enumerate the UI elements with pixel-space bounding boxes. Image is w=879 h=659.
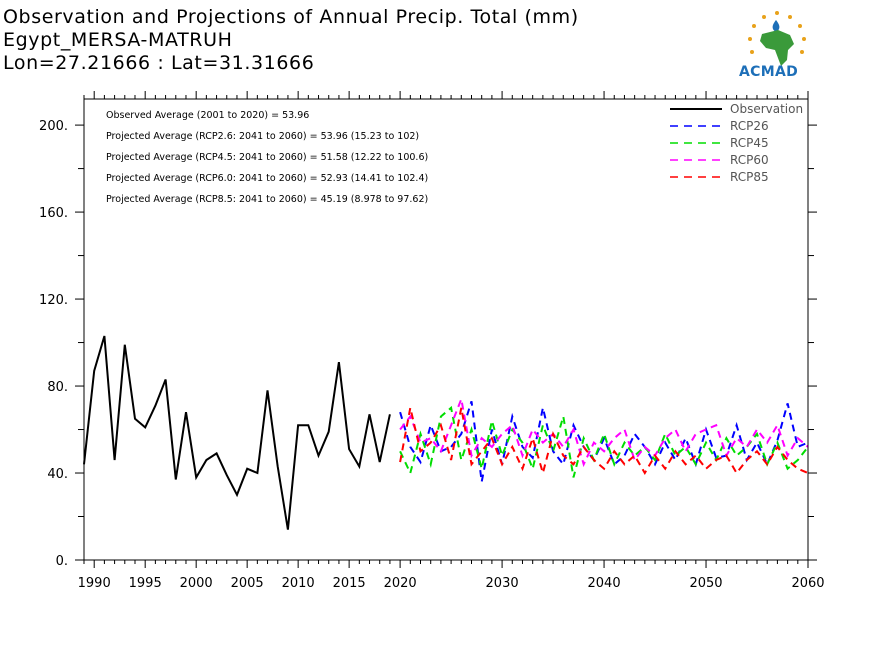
axes-layer: 0. 40. 80. 120. 160. 200. 1990 1995 2000 2005 2010… — [39, 91, 825, 591]
legend-label-rcp45: RCP45 — [730, 136, 769, 150]
y-tick-label: 40. — [47, 467, 68, 482]
legend-label-rcp85: RCP85 — [730, 170, 769, 184]
series-line-rcp45 — [399, 405, 809, 478]
x-tick-label: 2060 — [791, 576, 824, 591]
x-tick-label: 2040 — [588, 576, 621, 591]
legend-label-rcp26: RCP26 — [730, 119, 769, 133]
x-tick-label: 1990 — [78, 576, 111, 591]
series-line-rcp85 — [399, 407, 809, 477]
chart-title: Observation and Projections of Annual Pr… — [3, 6, 579, 28]
station-coordinates: Lon=27.21666 : Lat=31.31666 — [3, 52, 315, 74]
x-tick-label: 2020 — [384, 576, 417, 591]
station-name: Egypt_MERSA-MATRUH — [3, 29, 233, 51]
y-tick-label: 80. — [47, 380, 68, 395]
y-tick-label: 120. — [39, 293, 68, 308]
series-layer — [83, 335, 809, 530]
series-line-rcp26 — [399, 401, 809, 482]
legend-label-observation: Observation — [730, 102, 803, 116]
acmad-logo-text: ACMAD — [739, 64, 798, 80]
annotation-line: Projected Average (RCP6.0: 2041 to 2060)… — [106, 173, 428, 184]
x-tick-label: 2050 — [689, 576, 722, 591]
legend: Observation RCP26 RCP45 RCP60 RCP85 — [670, 102, 803, 184]
annotation-line: Projected Average (RCP2.6: 2041 to 2060)… — [106, 131, 419, 142]
annotation-line: Projected Average (RCP4.5: 2041 to 2060)… — [106, 152, 428, 163]
y-tick-label: 0. — [56, 554, 68, 569]
annotation-line: Projected Average (RCP8.5: 2041 to 2060)… — [106, 194, 428, 205]
y-tick-label: 160. — [39, 206, 68, 221]
series-line-rcp60 — [399, 395, 809, 468]
x-tick-label: 2015 — [333, 576, 366, 591]
annotation-line: Observed Average (2001 to 2020) = 53.96 — [106, 110, 309, 121]
series-line-observation — [83, 335, 391, 530]
legend-label-rcp60: RCP60 — [730, 153, 769, 167]
africa-map-logo-icon — [748, 11, 806, 66]
title-block: Observation and Projections of Annual Pr… — [3, 6, 579, 75]
annotation-group: Observed Average (2001 to 2020) = 53.96 P… — [106, 110, 428, 205]
x-tick-label: 2000 — [180, 576, 213, 591]
plot-frame — [83, 98, 809, 561]
x-tick-label: 2005 — [231, 576, 264, 591]
x-tick-label: 2010 — [282, 576, 315, 591]
x-tick-label: 2030 — [486, 576, 519, 591]
x-tick-label: 1995 — [129, 576, 162, 591]
y-tick-label: 200. — [39, 119, 68, 134]
